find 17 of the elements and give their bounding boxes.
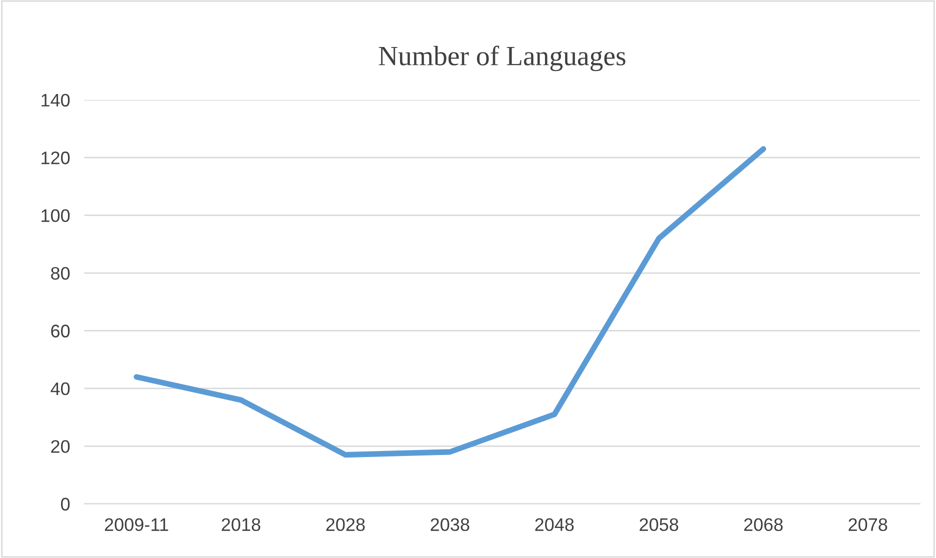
x-tick-label: 2068	[744, 518, 783, 532]
y-tick-label: 0	[61, 498, 70, 511]
x-tick-label: 2058	[640, 518, 678, 532]
y-tick-label: 20	[51, 440, 70, 453]
x-tick-label: 2048	[535, 518, 574, 532]
x-tick-label: 2009-11	[104, 518, 168, 532]
x-tick-label: 2028	[326, 518, 365, 532]
x-tick-label: 2038	[430, 518, 470, 532]
y-tick-label: 100	[42, 209, 70, 222]
y-tick-label: 120	[42, 152, 70, 164]
y-tick-label: 60	[51, 324, 70, 338]
chart-title: Number of Languages	[378, 46, 626, 72]
y-tick-label: 40	[50, 382, 70, 396]
x-tick-label: 2018	[222, 518, 260, 532]
y-tick-label: 140	[42, 94, 70, 107]
y-tick-label: 80	[51, 266, 70, 280]
x-tick-label: 2078	[848, 518, 888, 532]
